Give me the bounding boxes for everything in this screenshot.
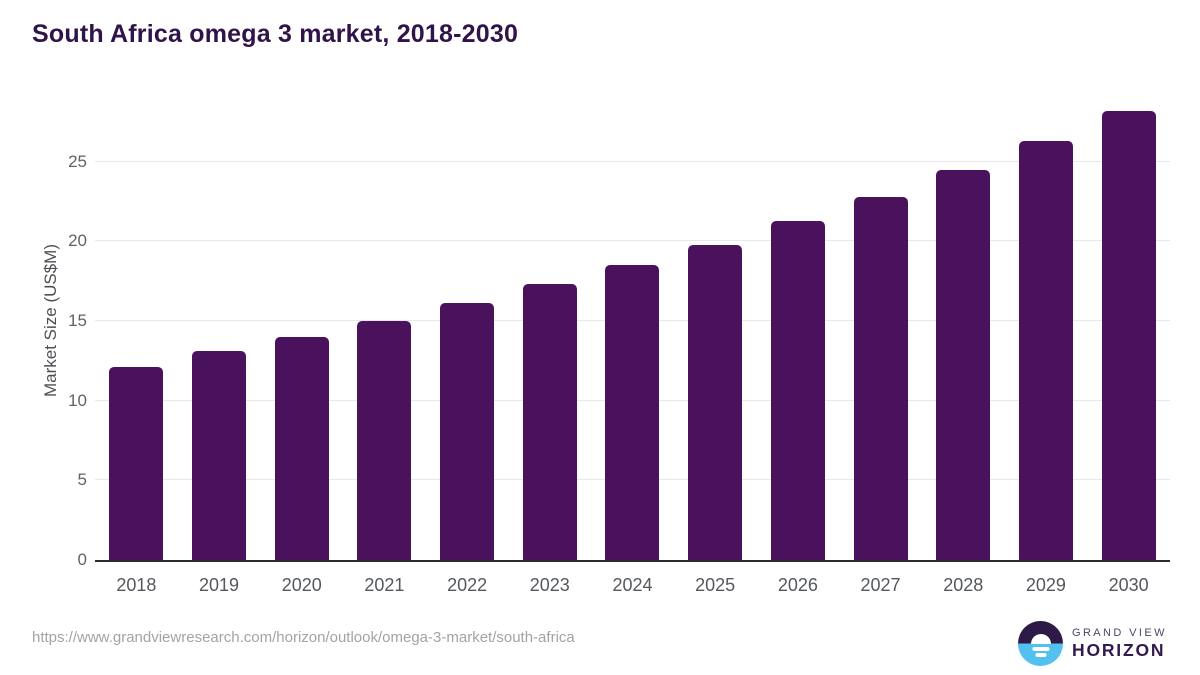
y-tick-label: 25 [68,151,87,171]
chart-title: South Africa omega 3 market, 2018-2030 [32,20,519,48]
bar-2026[interactable] [770,220,825,560]
bar-slot: 2025 [674,82,757,595]
bar-slot: 2030 [1087,82,1170,595]
y-tick-label: 10 [68,390,87,410]
bar-slot: 2024 [591,82,674,595]
bar-2027[interactable] [853,196,908,560]
bar-slot: 2020 [260,82,343,595]
bar-slot: 2028 [922,82,1005,595]
x-axis-label: 2018 [116,575,157,595]
x-axis-label: 2030 [1108,575,1149,595]
bar-2018[interactable] [109,367,164,560]
x-axis-label: 2023 [529,575,570,595]
y-tick-label: 20 [68,231,87,251]
logo-text: GRAND VIEW HORIZON [1072,627,1167,660]
x-axis-label: 2022 [447,575,488,595]
y-tick-label: 0 [77,550,87,569]
logo-brand-line: GRAND VIEW [1072,627,1167,639]
y-axis-labels: 0 5 10 15 20 25 [0,82,87,569]
bar-2021[interactable] [357,321,412,560]
plot-area: 2018 2019 2020 2021 2022 2023 2024 2025 2026 2027… [95,82,1170,595]
source-url: https://www.grandviewresearch.com/horizo… [32,629,575,646]
bar-slot: 2022 [426,82,509,595]
sun-dome-shape [1030,633,1051,644]
bar-2022[interactable] [440,303,495,560]
y-tick-label: 5 [77,470,87,490]
grand-view-horizon-logo: GRAND VIEW HORIZON [1018,621,1167,666]
sun-reflection-bar [1032,647,1049,651]
bars: 2018 2019 2020 2021 2022 2023 2024 2025 2026 2027… [95,82,1170,595]
bar-2029[interactable] [1018,140,1073,560]
y-tick-label: 15 [68,311,87,330]
bar-2025[interactable] [688,244,743,560]
bar-2028[interactable] [936,169,991,560]
bar-slot: 2018 [95,82,178,595]
bar-2024[interactable] [605,265,660,560]
x-axis-label: 2026 [777,575,818,595]
bar-2030[interactable] [1101,110,1156,560]
gridline [95,240,1170,242]
sun-reflection-bar [1035,653,1046,657]
bar-slot: 2021 [343,82,426,595]
bar-slot: 2023 [508,82,591,595]
x-axis-label: 2028 [943,575,984,595]
bar-2019[interactable] [192,351,247,560]
x-axis-label: 2029 [1025,575,1066,595]
bar-2020[interactable] [274,336,329,560]
bar-slot: 2026 [757,82,840,595]
x-axis-label: 2021 [364,575,405,595]
bar-slot: 2027 [839,82,922,595]
x-axis-label: 2027 [860,575,901,595]
horizon-sun-icon [1018,621,1063,666]
x-axis-label: 2025 [695,575,736,595]
bar-slot: 2019 [178,82,261,595]
bar-slot: 2029 [1005,82,1088,595]
logo-product-line: HORIZON [1072,640,1166,660]
bar-2023[interactable] [522,284,577,560]
x-axis-label: 2019 [199,575,240,595]
x-axis-label: 2020 [281,575,322,595]
x-axis-label: 2024 [612,575,653,595]
gridline [95,160,1170,162]
